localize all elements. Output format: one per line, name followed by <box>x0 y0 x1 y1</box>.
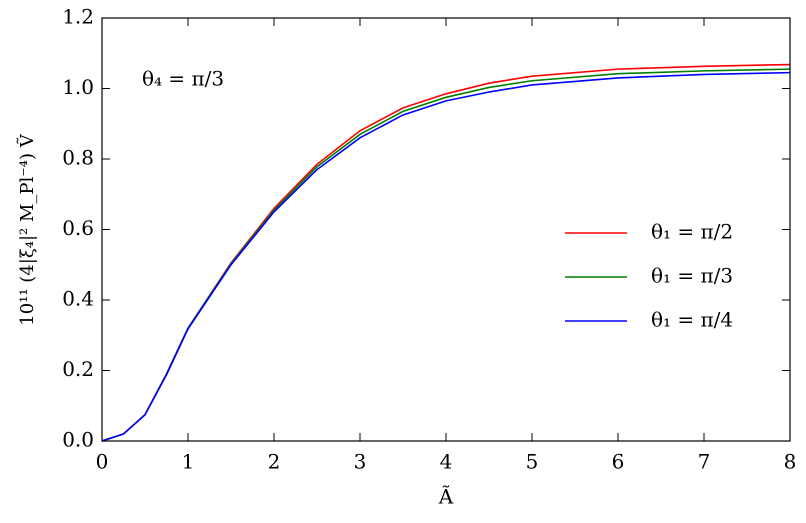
x-tick-label: 4 <box>440 450 453 474</box>
annotation: θ₄ = π/3 <box>142 67 224 91</box>
y-tick-label: 1.0 <box>62 75 94 99</box>
y-tick-label: 0.8 <box>62 146 94 170</box>
legend-label: θ₁ = π/4 <box>651 308 733 332</box>
x-tick-label: 0 <box>96 450 109 474</box>
x-tick-label: 6 <box>612 450 625 474</box>
legend-label: θ₁ = π/2 <box>651 220 733 244</box>
y-tick-label: 0.0 <box>62 428 94 452</box>
line-series <box>101 63 791 442</box>
line-series <box>101 71 791 442</box>
y-tick-label: 1.2 <box>62 5 94 29</box>
y-tick-label: 0.2 <box>62 357 94 381</box>
legend-label: θ₁ = π/3 <box>651 264 733 288</box>
y-tick-label: 0.6 <box>62 216 94 240</box>
y-tick-label: 0.4 <box>62 287 94 311</box>
x-tick-label: 5 <box>526 450 539 474</box>
x-tick-label: 8 <box>784 450 797 474</box>
x-tick-label: 7 <box>698 450 711 474</box>
plot-frame <box>101 17 791 442</box>
x-tick-label: 1 <box>182 450 195 474</box>
x-tick-label: 3 <box>354 450 367 474</box>
x-axis-label: Ã <box>438 485 454 509</box>
x-tick-label: 2 <box>268 450 281 474</box>
y-axis-label: 10¹¹ (4|ξ₄|² M_Pl⁻⁴) Ṽ <box>16 133 38 325</box>
line-series <box>101 68 791 442</box>
